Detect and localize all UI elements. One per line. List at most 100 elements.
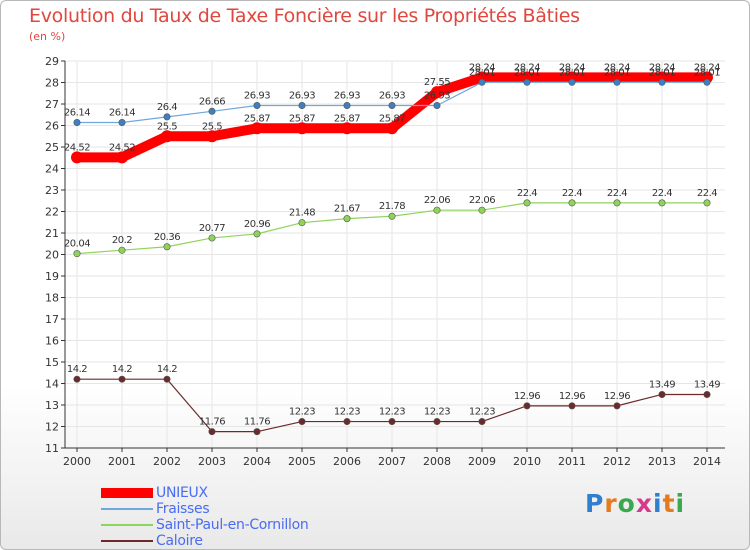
data-point <box>343 418 351 426</box>
legend-label: Fraisses <box>156 501 210 517</box>
data-label: 28.24 <box>604 62 630 73</box>
data-point <box>523 199 531 207</box>
data-point <box>206 130 218 143</box>
data-point <box>163 113 171 121</box>
data-point <box>343 102 351 110</box>
data-point <box>568 199 576 207</box>
data-point <box>118 375 126 383</box>
data-point <box>163 375 171 383</box>
data-point <box>208 428 216 436</box>
data-point <box>118 118 126 126</box>
legend-swatch <box>101 488 153 498</box>
legend-swatch <box>101 508 153 510</box>
data-label: 26.14 <box>109 107 135 118</box>
data-point <box>656 71 668 84</box>
data-label: 28.01 <box>649 67 675 78</box>
data-point <box>386 122 398 135</box>
data-point <box>251 122 263 135</box>
logo-letter: i <box>653 489 663 518</box>
y-tick-label: 17 <box>45 313 59 326</box>
data-point <box>703 390 711 398</box>
data-point <box>523 78 531 86</box>
y-tick-label: 18 <box>45 292 59 305</box>
data-label: 27.55 <box>424 77 450 88</box>
data-label: 28.01 <box>514 67 540 78</box>
legend-label: Caloire <box>156 533 203 549</box>
data-point <box>298 219 306 227</box>
logo-letter: t <box>662 489 676 518</box>
data-point <box>163 243 171 251</box>
data-label: 28.24 <box>559 62 585 73</box>
y-tick-label: 23 <box>45 184 59 197</box>
data-label: 20.2 <box>112 235 132 246</box>
y-tick-label: 21 <box>45 227 59 240</box>
data-point <box>343 215 351 223</box>
data-label: 28.01 <box>469 67 495 78</box>
data-label: 22.4 <box>562 188 582 199</box>
y-tick-label: 26 <box>45 120 59 133</box>
data-point <box>208 234 216 242</box>
logo-letter: o <box>617 489 636 518</box>
data-point <box>478 206 486 214</box>
proxiti-logo: Proxiti <box>585 489 685 518</box>
data-label: 26.93 <box>379 91 405 102</box>
data-label: 14.2 <box>112 364 132 375</box>
data-label: 25.87 <box>379 113 405 124</box>
data-label: 28.01 <box>604 67 630 78</box>
logo-letter: x <box>635 489 653 518</box>
x-tick-label: 2006 <box>333 455 361 468</box>
y-tick-label: 19 <box>45 270 59 283</box>
x-tick-label: 2009 <box>468 455 496 468</box>
data-label: 20.36 <box>154 232 180 243</box>
data-label: 25.5 <box>157 121 177 132</box>
data-point <box>253 230 261 238</box>
x-tick-label: 2008 <box>423 455 451 468</box>
data-point <box>613 78 621 86</box>
legend-item: Saint-Paul-en-Cornillon <box>101 517 361 533</box>
x-tick-label: 2004 <box>243 455 271 468</box>
data-label: 13.49 <box>649 379 675 390</box>
data-label: 24.52 <box>109 142 135 153</box>
data-point <box>388 212 396 220</box>
data-label: 12.96 <box>514 391 540 402</box>
data-point <box>703 78 711 86</box>
data-point <box>658 199 666 207</box>
data-point <box>208 107 216 115</box>
logo-letter: r <box>604 489 618 518</box>
data-point <box>478 418 486 426</box>
data-point <box>388 102 396 110</box>
data-point <box>253 102 261 110</box>
y-tick-label: 20 <box>45 249 59 262</box>
data-label: 22.4 <box>517 188 537 199</box>
y-tick-label: 28 <box>45 77 59 90</box>
logo-letter: i <box>675 489 686 518</box>
y-tick-label: 14 <box>45 378 59 391</box>
data-point <box>341 122 353 135</box>
logo-letter: P <box>585 489 605 518</box>
data-point <box>433 102 441 110</box>
y-tick-label: 27 <box>45 98 59 111</box>
data-point <box>476 71 488 84</box>
data-label: 26.14 <box>64 107 90 118</box>
data-label: 26.66 <box>199 96 225 107</box>
data-label: 12.23 <box>379 407 405 418</box>
y-tick-label: 13 <box>45 399 59 412</box>
x-tick-label: 2005 <box>288 455 316 468</box>
data-label: 26.93 <box>424 91 450 102</box>
chart-title: Evolution du Taux de Taxe Foncière sur l… <box>29 5 580 27</box>
y-axis-unit-label: (en %) <box>29 30 66 43</box>
data-label: 22.06 <box>469 195 495 206</box>
data-label: 28.01 <box>694 67 720 78</box>
data-point <box>388 418 396 426</box>
y-tick-label: 11 <box>45 442 59 455</box>
data-point <box>613 402 621 410</box>
legend-item: Fraisses <box>101 501 361 517</box>
data-point <box>568 78 576 86</box>
data-label: 25.5 <box>202 121 222 132</box>
x-tick-label: 2001 <box>108 455 136 468</box>
data-point <box>658 390 666 398</box>
data-label: 11.76 <box>199 417 225 428</box>
data-point <box>611 71 623 84</box>
